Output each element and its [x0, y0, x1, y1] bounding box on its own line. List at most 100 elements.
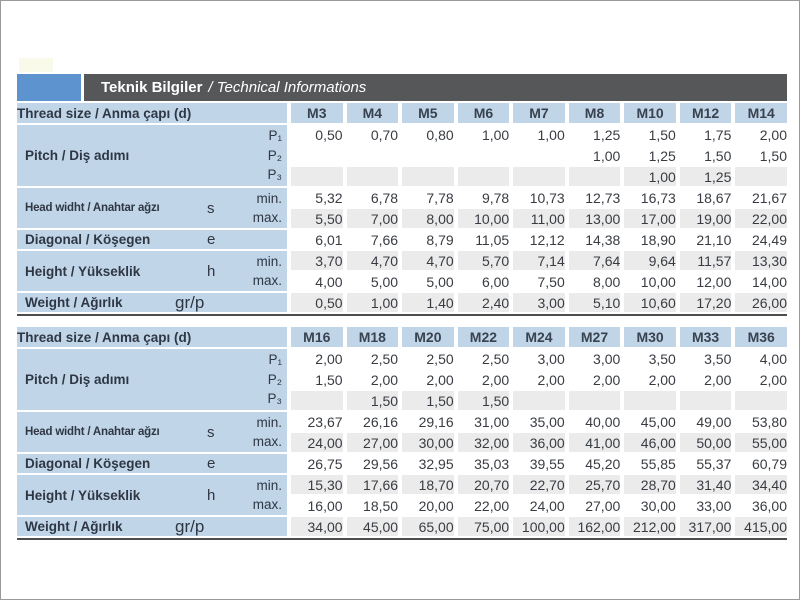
group-label: Diagonal / Köşegen: [25, 232, 151, 247]
value-cell: [346, 167, 399, 186]
value-cell: 4,70: [402, 251, 454, 270]
sub-labels: min. max.: [253, 476, 282, 514]
value-cell: 31,00: [457, 412, 510, 431]
value-cell: 2,50: [457, 349, 510, 368]
value-cell: 17,00: [624, 209, 676, 228]
value-cell: 46,00: [624, 433, 676, 452]
column-header: M3: [291, 103, 343, 123]
row-sublabel: P₂: [267, 371, 282, 387]
value-cell: 6,01: [291, 230, 343, 249]
value-cell: 24,49: [735, 230, 787, 249]
group-label: Weight / Ağırlık: [25, 295, 123, 310]
value-cell: 40,00: [568, 412, 621, 431]
row-sublabel: max.: [252, 272, 282, 288]
spec-table-m3-m14: Thread size / Anma çapı (d) M3 M4 M5 M6 M7 M8 M…: [13, 101, 791, 314]
value-cell: 0,50: [291, 293, 343, 312]
column-header: M18: [346, 327, 399, 347]
column-header: M33: [679, 327, 732, 347]
row-sublabel: P₁: [268, 352, 282, 368]
column-header: M36: [735, 327, 787, 347]
value-cell: 1,25: [624, 146, 676, 165]
sub-labels: min. max.: [253, 413, 282, 451]
group-label-cell: Pitch / Diş adımı P₁ P₂ P₃: [17, 125, 287, 186]
row-sublabel: min.: [256, 477, 282, 493]
value-cell: 3,00: [513, 293, 565, 312]
value-cell: [513, 391, 565, 410]
value-cell: 28,70: [624, 475, 676, 494]
value-cell: 26,75: [291, 454, 343, 473]
value-cell: 75,00: [457, 517, 510, 536]
row-sublabel: P₃: [267, 167, 282, 183]
value-cell: [513, 146, 565, 165]
column-header: M7: [513, 103, 565, 123]
value-cell: 1,25: [568, 125, 621, 144]
value-cell: 2,00: [568, 370, 621, 389]
value-cell: 49,00: [679, 412, 732, 431]
value-cell: 1,00: [513, 125, 565, 144]
value-cell: 34,40: [735, 475, 787, 494]
page-subtitle: / Technical Informations: [208, 79, 367, 96]
value-cell: 13,30: [735, 251, 787, 270]
header-row: Thread size / Anma çapı (d) M16 M18 M20 M22 M…: [17, 327, 787, 347]
value-cell: 26,00: [735, 293, 787, 312]
value-cell: 39,55: [513, 454, 565, 473]
row-sublabel: max.: [252, 433, 282, 449]
column-header: M5: [402, 103, 454, 123]
value-cell: [291, 167, 343, 186]
group-label-cell: Height / Yükseklik h min. max.: [17, 251, 287, 291]
value-cell: 7,14: [513, 251, 565, 270]
value-cell: 12,00: [679, 272, 732, 291]
value-cell: 1,25: [679, 167, 732, 186]
group-label: Pitch / Diş adımı: [25, 372, 130, 387]
row-sublabel: min.: [256, 253, 282, 269]
symbol-label: h: [207, 262, 216, 280]
value-cell: 317,00: [679, 517, 732, 536]
column-header: M8: [568, 103, 621, 123]
value-cell: 18,70: [402, 475, 454, 494]
value-cell: 1,00: [457, 125, 510, 144]
symbol-label: gr/p: [175, 517, 205, 536]
value-cell: 45,00: [346, 517, 399, 536]
value-cell: 7,50: [513, 272, 565, 291]
value-cell: 10,00: [457, 209, 510, 228]
value-cell: 18,90: [624, 230, 676, 249]
symbol-label: h: [207, 486, 216, 504]
group-label-cell: Diagonal / Köşegen e: [17, 230, 287, 249]
value-cell: 1,50: [735, 146, 787, 165]
group-label: Pitch / Diş adımı: [25, 148, 130, 163]
value-cell: 100,00: [513, 517, 565, 536]
value-cell: 1,50: [291, 370, 343, 389]
row-sublabel: min.: [256, 190, 282, 206]
value-cell: 212,00: [624, 517, 676, 536]
column-header: M16: [291, 327, 343, 347]
row-sublabel: max.: [252, 209, 282, 225]
value-cell: 35,03: [457, 454, 510, 473]
value-cell: [291, 391, 343, 410]
value-cell: 1,50: [624, 125, 676, 144]
column-header: M10: [624, 103, 676, 123]
value-cell: 34,00: [291, 517, 343, 536]
value-cell: 21,10: [679, 230, 732, 249]
value-cell: 27,00: [568, 496, 621, 515]
value-cell: 6,78: [346, 188, 399, 207]
value-cell: 5,70: [457, 251, 510, 270]
value-cell: 21,67: [735, 188, 787, 207]
column-header: M24: [513, 327, 565, 347]
value-cell: 2,00: [291, 349, 343, 368]
value-cell: 0,70: [346, 125, 399, 144]
value-cell: 32,95: [402, 454, 454, 473]
value-cell: 27,00: [346, 433, 399, 452]
value-cell: [679, 391, 732, 410]
value-cell: [291, 146, 343, 165]
value-cell: 9,78: [457, 188, 510, 207]
value-cell: 13,00: [568, 209, 621, 228]
value-cell: 1,50: [679, 146, 732, 165]
group-label-cell: Weight / Ağırlık gr/p: [17, 517, 287, 536]
value-cell: 11,05: [457, 230, 510, 249]
value-cell: 14,00: [735, 272, 787, 291]
table-row: Pitch / Diş adımı P₁ P₂ P₃ 0,50 0,70 0,80 1,00 1…: [17, 125, 787, 186]
value-cell: 1,40: [402, 293, 454, 312]
value-cell: 14,38: [568, 230, 621, 249]
group-label: Height / Yükseklik: [25, 263, 141, 279]
